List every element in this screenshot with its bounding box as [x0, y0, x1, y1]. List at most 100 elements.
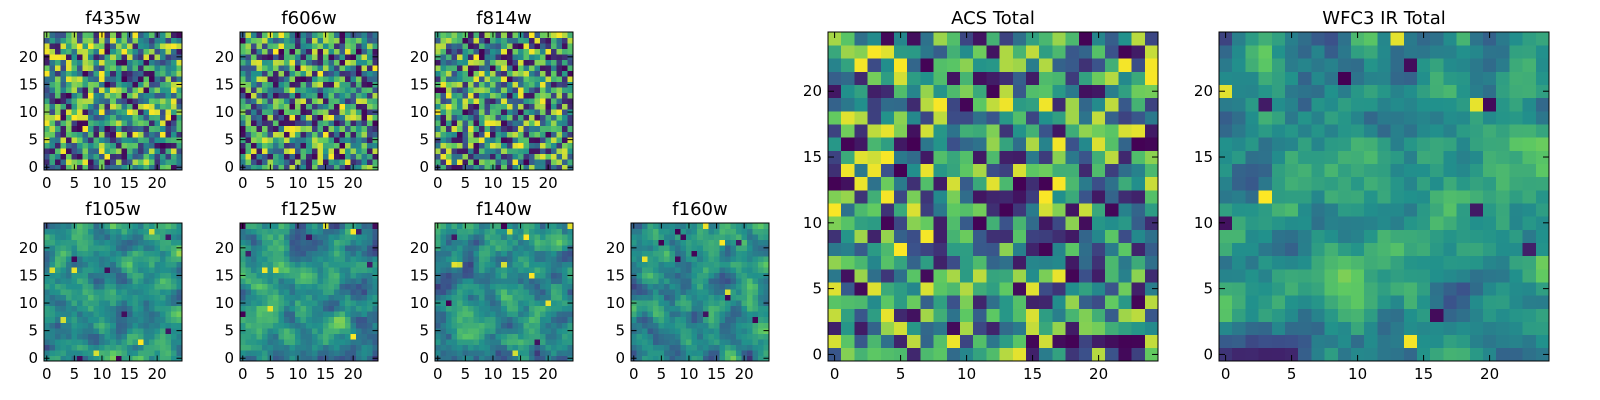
heatmap-cell: [697, 283, 704, 290]
heatmap-cell: [278, 322, 285, 329]
heatmap-cell: [506, 338, 513, 345]
heatmap-cell: [110, 59, 117, 66]
heatmap-cell: [110, 125, 117, 132]
heatmap-cell: [262, 256, 268, 263]
heatmap-cell: [251, 278, 257, 285]
heatmap-cell: [317, 344, 324, 351]
heatmap-cell: [300, 158, 307, 165]
heatmap-cell: [240, 289, 246, 296]
heatmap-cell: [361, 142, 368, 149]
heatmap-cell: [440, 59, 447, 66]
heatmap-cell: [457, 164, 463, 171]
heatmap-cell: [295, 136, 302, 143]
heatmap-cell: [973, 347, 987, 362]
heatmap-cell: [653, 300, 659, 307]
heatmap-cell: [490, 153, 497, 160]
heatmap-cell: [110, 272, 117, 279]
heatmap-cell: [245, 164, 252, 171]
heatmap-cell: [121, 338, 128, 345]
heatmap-cell: [143, 48, 150, 55]
heatmap-cell: [735, 311, 742, 318]
heatmap-cell: [446, 81, 452, 88]
heatmap-cell: [561, 300, 568, 307]
heatmap-cell: [697, 338, 704, 345]
heatmap-cell: [77, 294, 84, 301]
heatmap-cell: [104, 294, 111, 301]
heatmap-cell: [82, 114, 89, 121]
heatmap-cell: [245, 333, 252, 340]
heatmap-cell: [154, 278, 161, 285]
heatmap-cell: [49, 349, 56, 356]
heatmap-cell: [77, 245, 84, 251]
heatmap-cell: [457, 142, 463, 149]
heatmap-cell: [322, 349, 329, 356]
heatmap-cell: [468, 114, 475, 121]
heatmap-cell: [457, 256, 463, 263]
heatmap-cell: [451, 294, 458, 301]
heatmap-cell: [289, 333, 296, 340]
heatmap-cell: [176, 37, 183, 44]
heatmap-cell: [300, 289, 307, 296]
heatmap-cell: [154, 70, 161, 77]
heatmap-cell: [278, 228, 285, 235]
heatmap-cell: [1039, 268, 1053, 283]
heatmap-cell: [446, 109, 452, 116]
heatmap-cell: [545, 322, 552, 329]
heatmap-cell: [435, 278, 441, 285]
heatmap-cell: [669, 245, 676, 251]
heatmap-cell: [49, 322, 56, 329]
heatmap-cell: [55, 327, 61, 334]
heatmap-cell: [121, 305, 128, 312]
heatmap-cell: [55, 59, 61, 66]
heatmap-cell: [148, 278, 155, 285]
heatmap-cell: [435, 65, 441, 72]
heatmap-cell: [176, 311, 183, 318]
heatmap-cell: [132, 70, 139, 77]
heatmap-cell: [361, 355, 368, 362]
heatmap-cell: [741, 278, 748, 285]
heatmap-cell: [523, 272, 530, 279]
heatmap-cell: [1092, 229, 1106, 243]
heatmap-cell: [256, 333, 263, 340]
heatmap-cell: [284, 109, 291, 116]
heatmap-cell: [176, 289, 183, 296]
heatmap-cell: [350, 37, 357, 44]
heatmap-cell: [55, 136, 61, 143]
heatmap-cell: [495, 153, 502, 160]
heatmap-cell: [273, 32, 280, 38]
heatmap-cell: [653, 327, 659, 334]
heatmap-cell: [344, 234, 351, 240]
heatmap-cell: [894, 347, 908, 362]
heatmap-cell: [339, 245, 346, 251]
heatmap-cell: [517, 289, 524, 296]
heatmap-cell: [473, 120, 480, 127]
heatmap-cell: [479, 250, 486, 257]
heatmap-cell: [697, 349, 704, 356]
heatmap-cell: [55, 98, 61, 105]
heatmap-cell: [479, 239, 486, 246]
heatmap-cell: [333, 109, 340, 116]
heatmap-cell: [523, 327, 530, 334]
heatmap-cell: [289, 311, 296, 318]
heatmap-cell: [262, 98, 268, 105]
heatmap-cell: [451, 65, 458, 72]
heatmap-cell: [60, 136, 67, 143]
heatmap-cell: [506, 272, 513, 279]
heatmap-cell: [534, 294, 541, 301]
heatmap-cell: [143, 261, 150, 268]
heatmap-cell: [176, 283, 183, 290]
heatmap-cell: [262, 223, 268, 229]
heatmap-cell: [372, 289, 379, 296]
heatmap-cell: [339, 70, 346, 77]
heatmap-cell: [44, 267, 50, 274]
heatmap-cell: [561, 250, 568, 257]
heatmap-cell: [1144, 163, 1159, 178]
heatmap-cell: [355, 322, 362, 329]
heatmap-cell: [82, 109, 89, 116]
heatmap-cell: [132, 278, 139, 285]
heatmap-cell: [506, 294, 513, 301]
heatmap-cell: [93, 239, 100, 246]
heatmap-cell: [451, 333, 458, 340]
heatmap-cell: [556, 59, 563, 66]
heatmap-cell: [104, 228, 111, 235]
